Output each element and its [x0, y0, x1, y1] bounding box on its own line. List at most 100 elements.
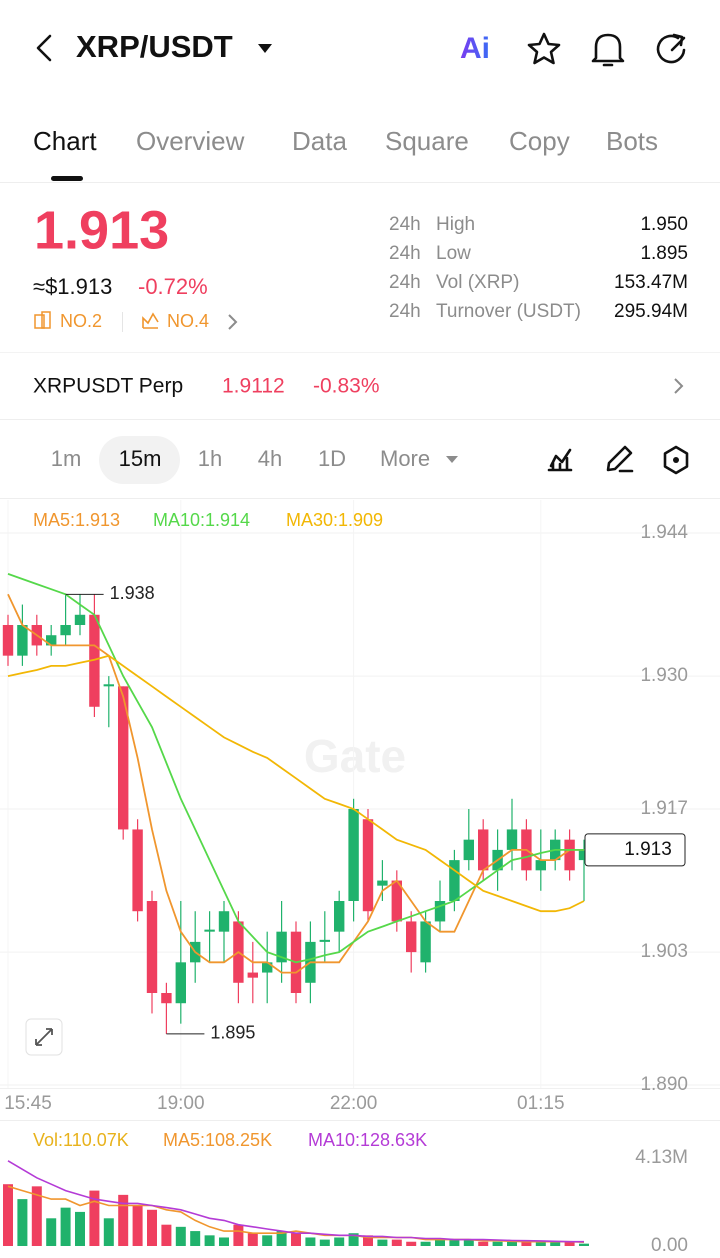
volume-bar: [161, 1224, 172, 1246]
dropdown-arrow[interactable]: [446, 456, 458, 463]
volume-bar: [492, 1241, 503, 1246]
volume-bar: [319, 1239, 330, 1246]
chevron[interactable]: [674, 378, 684, 394]
divider: [0, 1120, 720, 1121]
volume-bar: [550, 1241, 561, 1246]
back-button[interactable]: [36, 34, 52, 62]
y-tick-label: 1.930: [640, 665, 688, 686]
volume-ma-line: [7, 1185, 585, 1243]
bell-icon[interactable]: [591, 33, 625, 67]
tab[interactable]: Overview: [136, 126, 245, 156]
candle-body: [89, 614, 100, 707]
volume-bar: [103, 1218, 114, 1246]
y-tick-label: 0.00: [651, 1235, 688, 1256]
rank[interactable]: NO.4: [167, 311, 209, 331]
tab[interactable]: Data: [292, 126, 347, 156]
legend-entry: MA5:108.25K: [163, 1130, 272, 1150]
tab-indicator: [51, 176, 83, 181]
interval[interactable]: 1h: [198, 446, 222, 471]
stat-value: 153.47M: [614, 272, 688, 293]
candle-body: [578, 849, 590, 861]
stat-value: 1.950: [640, 214, 688, 235]
rank[interactable]: NO.2: [60, 311, 102, 331]
candle-body: [103, 684, 114, 687]
tab[interactable]: Bots: [606, 126, 658, 156]
annotation-label: 1.938: [110, 583, 155, 603]
watermark: Gate: [304, 730, 406, 782]
x-tick-label: 01:15: [517, 1093, 565, 1114]
volume-ma-line: [7, 1160, 584, 1243]
perp-change: -0.83%: [313, 375, 380, 398]
candle-body: [218, 911, 230, 932]
rank-icon: [34, 314, 45, 329]
candle-body: [535, 860, 546, 871]
draw-icon[interactable]: [606, 445, 634, 473]
y-tick-label: 4.13M: [635, 1147, 688, 1168]
candle-body: [334, 901, 345, 932]
settings-icon[interactable]: [663, 445, 689, 475]
volume-bar: [564, 1241, 575, 1246]
tab[interactable]: Copy: [509, 126, 570, 156]
rank-icon: [142, 312, 159, 329]
volume-bar: [391, 1239, 402, 1246]
volume-bar: [579, 1243, 589, 1246]
volume-bar: [435, 1239, 445, 1246]
perp-price: 1.9112: [222, 375, 285, 398]
perp-name[interactable]: XRPUSDT Perp: [33, 375, 183, 398]
pair-title[interactable]: XRP/USDT: [76, 29, 233, 64]
indicator-icon[interactable]: [547, 448, 573, 472]
volume-bar: [507, 1241, 517, 1246]
volume-bar: [46, 1218, 57, 1246]
candle-body: [463, 839, 474, 861]
candle-body: [17, 625, 28, 656]
interval[interactable]: 4h: [258, 446, 282, 471]
dropdown-arrow[interactable]: [258, 44, 272, 53]
ma-line: [7, 654, 585, 913]
candle-body: [146, 901, 158, 993]
favorite-icon[interactable]: [527, 32, 561, 65]
candle-body: [262, 962, 273, 973]
interval[interactable]: 1D: [318, 446, 346, 471]
candle-body: [276, 931, 287, 963]
candle-body: [377, 880, 388, 886]
candle-body: [434, 901, 446, 922]
tab[interactable]: Chart: [33, 126, 97, 156]
price-change: -0.72%: [138, 274, 208, 299]
volume-bar: [31, 1186, 42, 1246]
candle-body: [348, 809, 359, 901]
volume-bar: [334, 1237, 345, 1246]
divider: [0, 419, 720, 420]
candle-body: [118, 686, 129, 830]
candle-body: [161, 993, 172, 1004]
ma-line: [7, 573, 584, 964]
chevron[interactable]: [228, 314, 238, 330]
volume-bar: [463, 1239, 474, 1246]
volume-bar: [305, 1237, 316, 1246]
volume-bar: [118, 1194, 129, 1246]
volume-bar: [3, 1184, 13, 1246]
stat-period: 24h: [389, 214, 421, 235]
volume-bar: [363, 1235, 373, 1246]
volume-bar: [449, 1239, 460, 1246]
interval[interactable]: 1m: [51, 446, 82, 471]
candle-body: [564, 839, 575, 871]
interval[interactable]: More: [380, 446, 430, 471]
candle-body: [478, 829, 489, 871]
stat-label: High: [436, 214, 475, 235]
volume-bar: [478, 1241, 489, 1246]
volume-bar: [247, 1233, 258, 1246]
candle-body: [247, 972, 258, 978]
share-icon[interactable]: [656, 33, 686, 64]
y-tick-label: 1.890: [640, 1074, 688, 1095]
interval[interactable]: 15m: [119, 446, 162, 471]
usd-price: ≈$1.913: [33, 274, 112, 299]
candle-body: [506, 829, 518, 850]
ai-button[interactable]: Ai: [460, 32, 490, 65]
volume-bar: [60, 1207, 71, 1246]
settings-icon-dot: [673, 457, 679, 463]
candle-body: [46, 635, 57, 646]
candle-body: [420, 921, 431, 963]
volume-bar: [204, 1235, 215, 1246]
tab[interactable]: Square: [385, 126, 469, 156]
